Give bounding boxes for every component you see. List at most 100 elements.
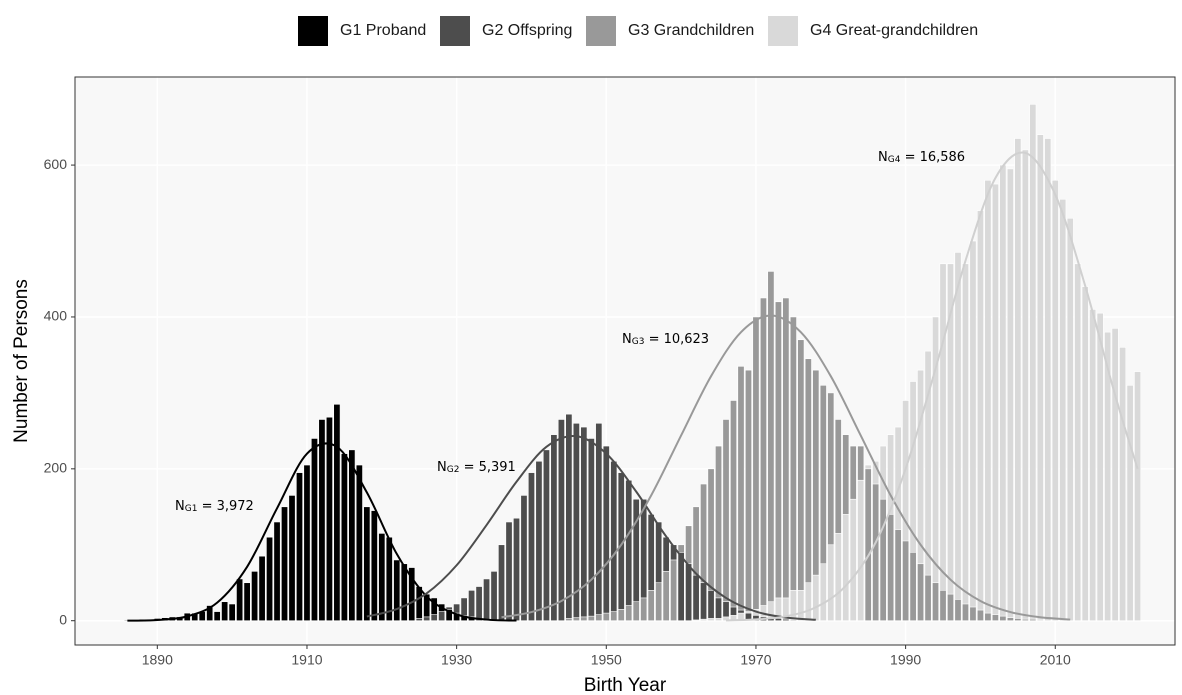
annotation: NG2 = 5,391 (437, 460, 516, 475)
bar (266, 536, 274, 622)
bar (864, 468, 872, 622)
bar (662, 571, 670, 622)
bar (842, 514, 850, 622)
annotation-sub: G4 (888, 155, 901, 165)
legend-key (586, 16, 616, 46)
bar (917, 563, 925, 622)
x-tick-label: 1990 (890, 652, 921, 668)
bar (1126, 384, 1134, 622)
bar (804, 582, 812, 622)
bar (647, 590, 655, 622)
bar (625, 479, 633, 622)
bar (565, 413, 573, 622)
bar (834, 533, 842, 622)
annotation-value: = 16,586 (900, 150, 965, 165)
bar (408, 567, 416, 622)
bar (595, 614, 603, 622)
legend-label: G2 Offspring (482, 22, 572, 39)
bar (932, 582, 940, 622)
bar (819, 563, 827, 622)
bar (984, 179, 992, 622)
bar (288, 495, 296, 622)
bar (715, 597, 723, 622)
legend-label: G3 Grandchildren (628, 22, 754, 39)
annotation-sub: G2 (447, 465, 460, 475)
bar (1014, 618, 1022, 622)
bar (999, 164, 1007, 622)
bar (692, 619, 700, 622)
bar (632, 601, 640, 622)
bar (483, 578, 491, 622)
bar (685, 563, 693, 622)
bar (737, 366, 745, 622)
bar (228, 603, 236, 622)
bar (273, 521, 281, 622)
annotation: NG3 = 10,623 (622, 332, 709, 347)
bar (617, 609, 625, 622)
bar (340, 453, 348, 622)
y-tick-label: 200 (44, 460, 68, 476)
bar (700, 618, 708, 622)
bar (513, 517, 520, 622)
bar (976, 210, 984, 622)
bar (894, 529, 902, 622)
bar (438, 611, 446, 622)
bar (700, 582, 708, 622)
panel (75, 77, 1175, 645)
bar (423, 616, 431, 622)
bar (527, 472, 535, 622)
bar (730, 400, 737, 622)
bar (393, 559, 401, 622)
y-tick-label: 400 (44, 308, 68, 324)
bar (670, 559, 678, 622)
bar (1006, 168, 1014, 622)
bar (535, 460, 543, 622)
bar (991, 183, 999, 622)
bar (752, 615, 760, 622)
bar (236, 578, 244, 622)
bar (542, 449, 550, 622)
legend-label: G4 Great-grandchildren (810, 22, 978, 39)
bar (355, 464, 363, 622)
annotation-sub: G3 (632, 337, 645, 347)
x-tick-label: 1890 (142, 652, 173, 668)
bar (610, 611, 618, 622)
annotation-n: N (437, 460, 447, 475)
bar (475, 586, 483, 622)
bar (692, 574, 700, 622)
bar (1134, 371, 1142, 622)
bar (1051, 179, 1059, 622)
density-curve (366, 434, 816, 621)
bar (430, 614, 438, 622)
bar (707, 590, 715, 622)
bar (1036, 619, 1044, 622)
curves (127, 151, 1139, 622)
bar (782, 618, 790, 622)
bar (902, 540, 910, 622)
bar (969, 606, 977, 622)
bar (303, 464, 311, 622)
legend-label: G1 Proband (340, 22, 426, 39)
annotation: NG4 = 16,586 (878, 150, 965, 165)
panel-border (74, 76, 1176, 646)
bar (879, 498, 887, 622)
bar (722, 419, 730, 622)
bar (490, 571, 498, 622)
legend-key (768, 16, 798, 46)
bar (505, 521, 513, 622)
annotation-n: N (622, 332, 632, 347)
bar (325, 416, 333, 622)
bar (580, 616, 588, 622)
bar (887, 514, 895, 622)
bar (602, 445, 610, 622)
bar (1104, 331, 1112, 622)
bar (1089, 309, 1097, 622)
bar (722, 616, 730, 622)
bar (363, 506, 371, 622)
bar (587, 615, 595, 622)
bar (827, 544, 835, 622)
bar (385, 536, 393, 622)
bar (954, 252, 962, 622)
bar (520, 495, 528, 622)
